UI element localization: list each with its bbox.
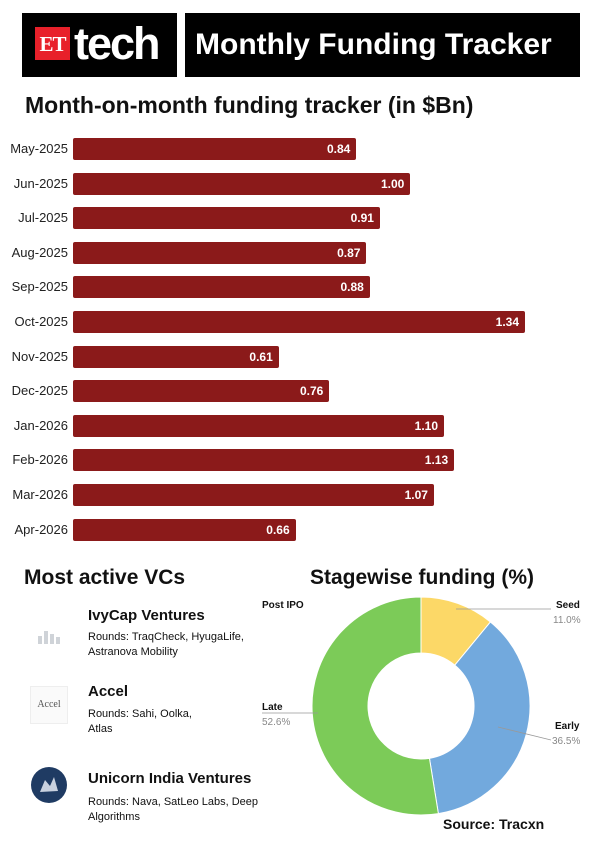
pct-seed: 11.0%: [553, 615, 581, 626]
bar-value-label: 0.87: [337, 245, 361, 260]
bar: 0.61: [73, 345, 279, 368]
bar-category-label: Nov-2025: [11, 348, 68, 364]
bar-value-label: 0.66: [266, 522, 290, 537]
unicorn-logo: [31, 767, 67, 803]
et-tech-logo: ET tech: [22, 13, 177, 77]
et-logo-mark: ET: [35, 27, 70, 60]
bar-value-label: 0.84: [326, 142, 351, 156]
early-leader-line: [497, 726, 552, 741]
vc-name-ivycap: IvyCap Ventures: [88, 607, 205, 624]
vc-name-unicorn: Unicorn India Ventures: [88, 770, 252, 787]
bar: 0.88: [73, 276, 370, 299]
bar-category-label: Jul-2025: [18, 210, 68, 226]
vc-rounds-ivycap: Rounds: TraqCheck, HyugaLife, Astranova …: [88, 631, 244, 658]
title-banner: Monthly Funding Tracker: [185, 13, 580, 77]
vc-rounds-accel: Rounds: Sahi, Oolka, Atlas: [88, 708, 192, 735]
logo-et-text: ET: [39, 32, 66, 56]
bar-value-label: 0.76: [299, 384, 324, 399]
bar-category-label: Oct-2025: [14, 314, 68, 329]
bar: 1.07: [73, 484, 434, 506]
ivycap-logo: [38, 631, 60, 644]
bar: 0.87: [73, 241, 367, 264]
bar-category-label: Apr-2026: [14, 521, 68, 537]
bar-value-label: 1.10: [414, 418, 439, 433]
donut-slice-early: [428, 621, 530, 815]
bar-category-label: Sep-2025: [11, 279, 68, 295]
funding-bar-chart: May-2025 0.84 Jun-2025 1.00 Jul-2025 0.91 Aug-…: [0, 130, 600, 550]
bar: 1.00: [73, 172, 411, 195]
bar: 0.91: [73, 207, 380, 230]
page-title: Monthly Funding Tracker: [195, 28, 552, 61]
bar-value-label: 1.34: [495, 315, 519, 329]
header: ET tech Monthly Funding Tracker: [22, 13, 580, 77]
bar-category-label: May-2025: [10, 141, 68, 156]
bar-category-label: Jan-2026: [13, 417, 68, 433]
vcs-section-title: Most active VCs: [24, 566, 186, 589]
bar-category-label: Dec-2025: [11, 383, 68, 399]
bar-value-label: 0.91: [350, 211, 374, 226]
bar-category-label: Jun-2025: [13, 175, 68, 191]
bar: 1.13: [73, 449, 455, 472]
stagewise-donut-chart: [312, 597, 530, 815]
bar-value-label: 1.13: [424, 453, 449, 468]
accel-logo: Accel: [30, 686, 68, 724]
source-note: Source: Tracxn: [443, 816, 545, 832]
bar-category-label: Mar-2026: [12, 487, 68, 502]
label-post-ipo: Post IPO: [262, 600, 304, 611]
vc-rounds-unicorn: Rounds: Nava, SatLeo Labs, Deep Algorith…: [88, 796, 259, 823]
bar: 1.10: [73, 414, 445, 437]
vc-name-accel: Accel: [88, 683, 129, 700]
bar: 0.66: [73, 518, 296, 541]
bar-category-label: Feb-2026: [12, 452, 68, 468]
chart-title: Month-on-month funding tracker (in $Bn): [25, 92, 474, 118]
bar-value-label: 0.88: [340, 280, 364, 295]
bar-value-label: 0.61: [249, 349, 273, 364]
donut-slice-late: [312, 597, 439, 815]
logo-tech-text: tech: [74, 18, 161, 69]
pct-early: 36.5%: [552, 736, 581, 747]
bar-value-label: 1.07: [404, 488, 428, 502]
label-early: Early: [555, 721, 580, 732]
bar-category-label: Aug-2025: [11, 244, 68, 260]
bar-value-label: 1.00: [380, 176, 405, 191]
stagewise-section-title: Stagewise funding (%): [310, 566, 535, 589]
label-late: Late: [262, 702, 283, 713]
pct-late: 52.6%: [262, 717, 291, 728]
label-seed: Seed: [556, 600, 580, 611]
bar: 1.34: [73, 311, 525, 333]
bar: 0.76: [73, 380, 330, 403]
bar: 0.84: [73, 138, 357, 160]
